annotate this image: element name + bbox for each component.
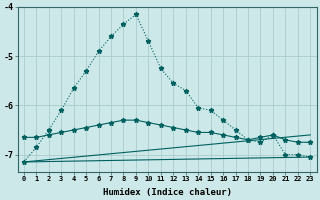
X-axis label: Humidex (Indice chaleur): Humidex (Indice chaleur) bbox=[103, 188, 232, 197]
